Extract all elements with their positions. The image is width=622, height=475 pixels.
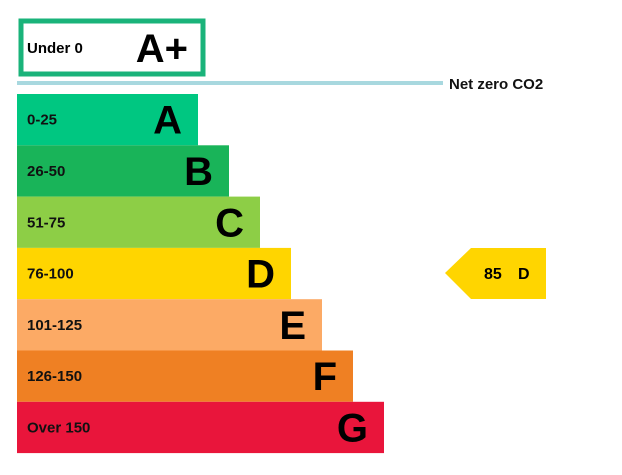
rating-band-range: 26-50 bbox=[27, 163, 65, 180]
top-band: Under 0 A+ bbox=[18, 18, 206, 77]
rating-band-range: 76-100 bbox=[27, 266, 74, 283]
rating-band-letter: G bbox=[337, 406, 368, 450]
rating-band-letter: B bbox=[184, 150, 213, 194]
current-rating-pointer: 85 D bbox=[445, 248, 546, 299]
net-zero-marker: Net zero CO2 bbox=[17, 76, 543, 93]
rating-band-letter: D bbox=[246, 253, 275, 297]
rating-band-letter: E bbox=[279, 304, 306, 348]
rating-band-letter: A bbox=[153, 99, 182, 143]
rating-band-c bbox=[17, 196, 260, 248]
rating-band-letter: C bbox=[215, 201, 244, 245]
top-band-range: Under 0 bbox=[27, 40, 83, 57]
rating-band-range: 126-150 bbox=[27, 368, 82, 385]
current-rating-arrow bbox=[445, 248, 546, 299]
rating-band-letter: F bbox=[313, 355, 337, 399]
net-zero-label: Net zero CO2 bbox=[449, 76, 543, 93]
top-band-box bbox=[18, 18, 206, 77]
rating-band-range: 0-25 bbox=[27, 112, 57, 129]
rating-band-a bbox=[17, 94, 198, 146]
rating-band-g bbox=[17, 401, 384, 454]
top-band-rating: A+ bbox=[136, 27, 188, 71]
current-rating: D bbox=[518, 266, 530, 283]
rating-band-range: 101-125 bbox=[27, 317, 82, 334]
rating-band-d bbox=[17, 247, 291, 300]
rating-band-e bbox=[17, 299, 322, 351]
current-score: 85 bbox=[484, 266, 502, 283]
rating-band-range: 51-75 bbox=[27, 214, 65, 231]
net-zero-line bbox=[17, 81, 443, 85]
rating-band-f bbox=[17, 350, 353, 402]
rating-bands: 0-25 A 26-50 B 51-75 C 76-100 D 101-125 E 126-150 F… bbox=[17, 94, 384, 454]
rating-band-b bbox=[17, 145, 229, 197]
rating-band-range: Over 150 bbox=[27, 419, 90, 436]
